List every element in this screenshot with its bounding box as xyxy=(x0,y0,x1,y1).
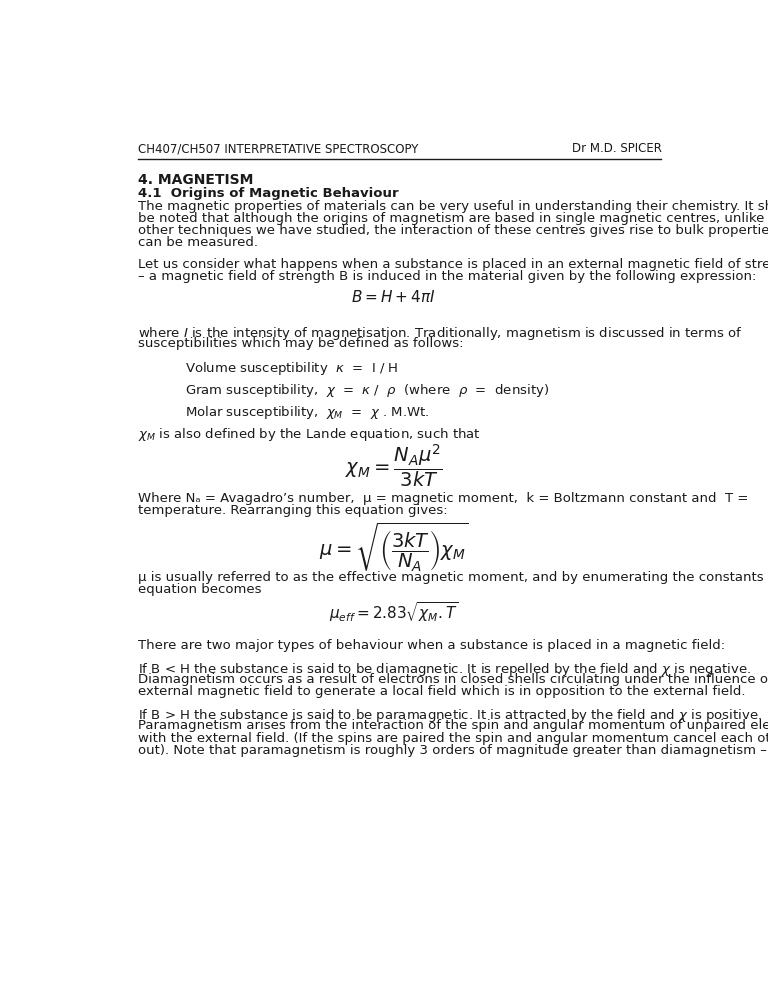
Text: with the external field. (If the spins are paired the spin and angular momentum : with the external field. (If the spins a… xyxy=(137,732,768,745)
Text: where $I$ is the intensity of magnetisation. Traditionally, magnetism is discuss: where $I$ is the intensity of magnetisat… xyxy=(137,325,742,342)
Text: Paramagnetism arises from the interaction of the spin and angular momentum of un: Paramagnetism arises from the interactio… xyxy=(137,720,768,733)
Text: CH407/CH507 INTERPRETATIVE SPECTROSCOPY: CH407/CH507 INTERPRETATIVE SPECTROSCOPY xyxy=(137,142,418,155)
Text: Let us consider what happens when a substance is placed in an external magnetic : Let us consider what happens when a subs… xyxy=(137,258,768,271)
Text: equation becomes: equation becomes xyxy=(137,582,261,595)
Text: There are two major types of behaviour when a substance is placed in a magnetic : There are two major types of behaviour w… xyxy=(137,639,725,652)
Text: external magnetic field to generate a local field which is in opposition to the : external magnetic field to generate a lo… xyxy=(137,685,745,699)
Text: Diamagnetism occurs as a result of electrons in closed shells circulating under : Diamagnetism occurs as a result of elect… xyxy=(137,673,768,686)
Text: $\chi_M = \dfrac{N_A\mu^2}{3kT}$: $\chi_M = \dfrac{N_A\mu^2}{3kT}$ xyxy=(345,442,442,489)
Text: temperature. Rearranging this equation gives:: temperature. Rearranging this equation g… xyxy=(137,504,447,517)
Text: Where Nₐ = Avagadro’s number,  μ = magnetic moment,  k = Boltzmann constant and : Where Nₐ = Avagadro’s number, μ = magnet… xyxy=(137,492,748,505)
Text: 4.1  Origins of Magnetic Behaviour: 4.1 Origins of Magnetic Behaviour xyxy=(137,187,399,200)
Text: Gram susceptibility,  $\chi$  =  $\kappa$ /  $\rho$  (where  $\rho$  =  density): Gram susceptibility, $\chi$ = $\kappa$ /… xyxy=(185,382,549,399)
Text: The magnetic properties of materials can be very useful in understanding their c: The magnetic properties of materials can… xyxy=(137,200,768,213)
Text: Volume susceptibility  $\kappa$  =  I / H: Volume susceptibility $\kappa$ = I / H xyxy=(185,360,399,377)
Text: Molar susceptibility,  $\chi_M$  =  $\chi$ . M.Wt.: Molar susceptibility, $\chi_M$ = $\chi$ … xyxy=(185,404,429,420)
Text: – a magnetic field of strength B is induced in the material given by the followi: – a magnetic field of strength B is indu… xyxy=(137,270,756,283)
Text: μ is usually referred to as the effective magnetic moment, and by enumerating th: μ is usually referred to as the effectiv… xyxy=(137,571,768,583)
Text: other techniques we have studied, the interaction of these centres gives rise to: other techniques we have studied, the in… xyxy=(137,225,768,238)
Text: can be measured.: can be measured. xyxy=(137,237,257,249)
Text: $\mu_{eff} = 2.83\sqrt{\chi_M .T}$: $\mu_{eff} = 2.83\sqrt{\chi_M .T}$ xyxy=(329,600,458,624)
Text: $\mu = \sqrt{\left(\dfrac{3kT}{N_A}\right)\chi_M}$: $\mu = \sqrt{\left(\dfrac{3kT}{N_A}\righ… xyxy=(319,521,468,575)
Text: susceptibilities which may be defined as follows:: susceptibilities which may be defined as… xyxy=(137,338,463,351)
Text: 4. MAGNETISM: 4. MAGNETISM xyxy=(137,173,253,187)
Text: be noted that although the origins of magnetism are based in single magnetic cen: be noted that although the origins of ma… xyxy=(137,212,768,226)
Text: Dr M.D. SPICER: Dr M.D. SPICER xyxy=(571,142,661,155)
Text: out). Note that paramagnetism is roughly 3 orders of magnitude greater than diam: out). Note that paramagnetism is roughly… xyxy=(137,744,768,756)
Text: $B = H + 4\pi I$: $B = H + 4\pi I$ xyxy=(352,289,435,305)
Text: $\chi_M$ is also defined by the Lande equation, such that: $\chi_M$ is also defined by the Lande eq… xyxy=(137,425,481,442)
Text: If B > H the substance is said to be paramagnetic. It is attracted by the field : If B > H the substance is said to be par… xyxy=(137,708,762,725)
Text: If B < H the substance is said to be diamagnetic. It is repelled by the field an: If B < H the substance is said to be dia… xyxy=(137,661,750,678)
